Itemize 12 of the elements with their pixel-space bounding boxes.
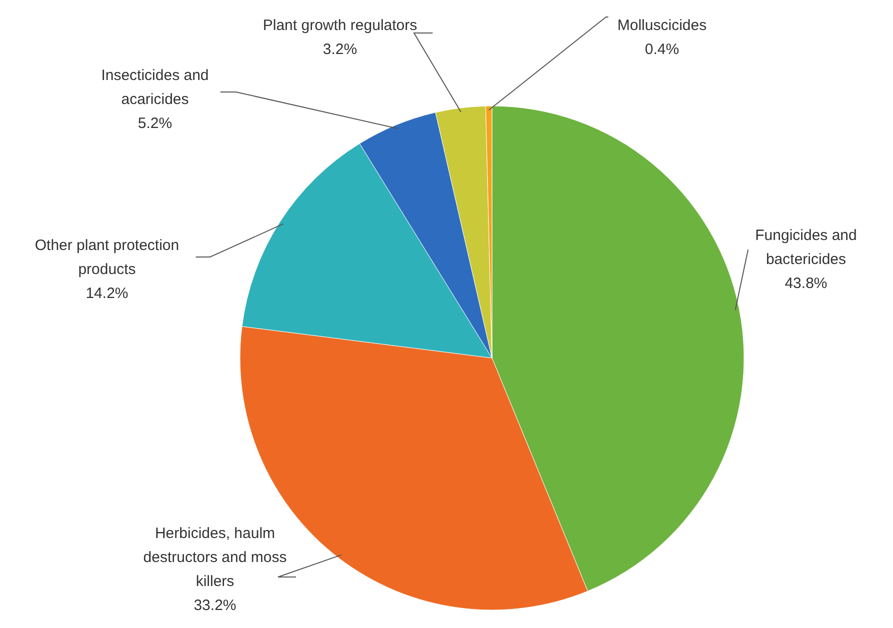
slice-label: Molluscicides [617,17,707,34]
slice-label: Insecticides and acaricides [101,67,209,108]
slice-label: Herbicides, haulm destructors and moss killers [143,525,287,590]
slice-label: Fungicides and bactericides [755,227,857,268]
data-label: 0.4% [644,41,680,58]
slice-label: Plant growth regulators [262,17,418,34]
data-label: 5.2% [138,115,172,132]
slice-label: Other plant protection products [34,237,180,278]
data-label: 33.2% [194,597,236,614]
data-label: 14.2% [86,285,128,302]
data-label: 3.2% [322,41,358,58]
data-label: 43.8% [784,275,828,292]
